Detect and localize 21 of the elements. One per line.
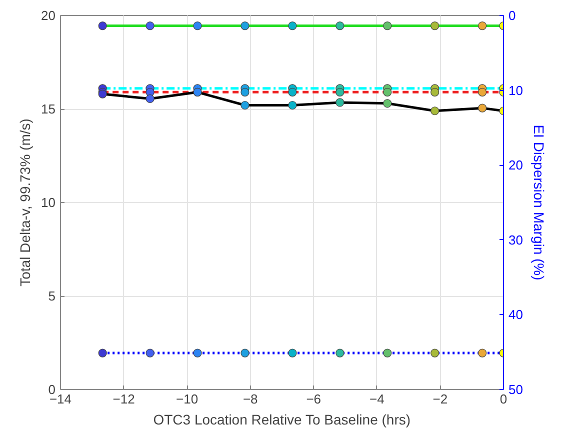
x-tick-label: −10 xyxy=(176,392,198,406)
x-axis-title: OTC3 Location Relative To Baseline (hrs) xyxy=(153,412,411,428)
y2-tick-label: 0 xyxy=(508,8,516,23)
x-tick-label: −6 xyxy=(306,392,322,406)
y-axis-title: Total Delta-v, 99.73% (m/s) xyxy=(17,118,34,286)
y2-tick-label: 20 xyxy=(508,158,523,173)
y-tick-label: 0 xyxy=(48,382,56,397)
y-tick-label: 10 xyxy=(41,195,56,210)
y2-tick-label: 50 xyxy=(508,382,523,397)
y2-axis-title: EI Dispersion Margin (%) xyxy=(530,124,547,280)
y-tick-label: 20 xyxy=(41,8,56,23)
y2-tick-label: 40 xyxy=(508,307,523,322)
x-tick-label: −12 xyxy=(112,392,135,406)
y2-tick-label: 30 xyxy=(508,232,523,248)
y-tick-label: 5 xyxy=(48,288,56,304)
x-tick-label: −2 xyxy=(432,392,448,406)
y-tick-label: 15 xyxy=(41,102,56,116)
x-tick-label: −8 xyxy=(242,392,258,406)
x-tick-label: −4 xyxy=(370,392,384,406)
x-tick-label: 0 xyxy=(500,392,508,406)
y2-tick-label: 10 xyxy=(508,82,523,98)
